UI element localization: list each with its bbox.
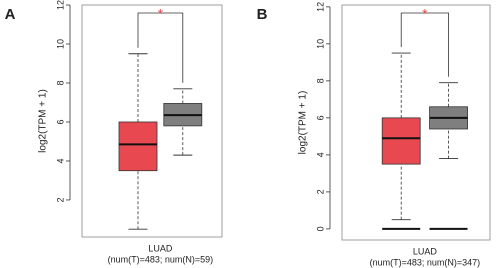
panel-label: B: [257, 6, 268, 23]
y-axis-label: log2(TPM + 1): [298, 91, 309, 155]
x-axis-label: LUAD: [148, 243, 173, 253]
y-tick-label: 4: [315, 152, 325, 157]
x-axis-detail: (num(T)=483; num(N)=59): [108, 254, 214, 264]
plot-frame: [341, 4, 491, 241]
y-tick-label: 2: [55, 197, 65, 202]
x-axis-label: LUAD: [413, 246, 438, 256]
plot-frame: [81, 4, 223, 238]
y-tick-label: 6: [55, 119, 65, 124]
y-tick-label: 10: [55, 39, 65, 49]
y-tick-label: 8: [55, 80, 65, 85]
y-tick-label: 10: [315, 39, 325, 49]
box: [381, 117, 421, 165]
y-tick-label: 12: [315, 2, 325, 12]
y-tick-label: 4: [55, 158, 65, 163]
significance-star: *: [158, 6, 164, 22]
x-axis-detail: (num(T)=483; num(N)=347): [370, 257, 481, 267]
y-tick-label: 12: [55, 0, 65, 10]
panel-label: A: [5, 6, 16, 23]
y-axis-label: log2(TPM + 1): [38, 89, 49, 153]
significance-star: *: [422, 6, 428, 22]
y-tick-label: 8: [315, 78, 325, 83]
y-tick-label: 6: [315, 115, 325, 120]
significance-bracket: [137, 12, 184, 83]
significance-bracket: [400, 12, 449, 77]
y-tick-label: 0: [315, 226, 325, 231]
box: [118, 121, 158, 172]
y-tick-label: 2: [315, 189, 325, 194]
